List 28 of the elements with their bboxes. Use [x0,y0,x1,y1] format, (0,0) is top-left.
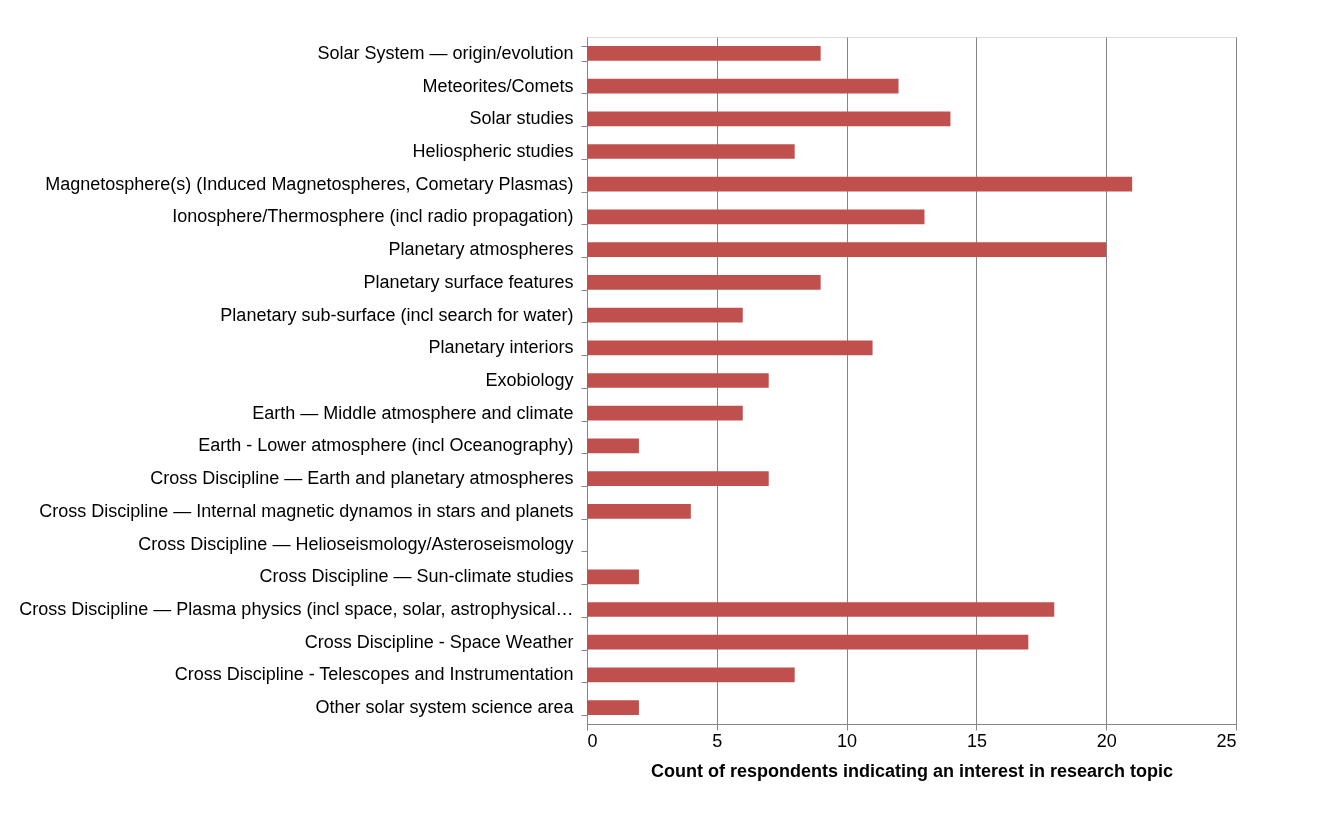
y-tick-label: Planetary interiors [428,337,574,358]
x-tick-label: 25 [1216,730,1237,751]
y-tick-label: Exobiology [485,370,574,390]
x-tick-label: 0 [587,730,598,751]
x-tick-label: 5 [712,730,723,751]
y-tick-label: Solar studies [469,108,574,129]
y-tick-label: Cross Discipline - Space Weather [304,631,574,652]
y-tick-label: Earth — Middle atmosphere and climate [252,402,574,423]
x-tick-label: 20 [1096,730,1117,751]
y-tick-label: Planetary surface features [363,271,574,292]
x-axis-title: Count of respondents indicating an interest in research topic [650,760,1174,781]
y-tick-label: Cross Discipline — Sun-climate studies [259,566,574,587]
y-tick-label: Earth - Lower atmosphere (incl Oceanography) [198,435,574,456]
y-tick-label: Solar System — origin/evolution [317,42,574,63]
x-tick-label: 15 [966,730,987,751]
y-tick-label: Planetary sub-surface (incl search for water) [220,304,574,325]
y-tick-label: Other solar system science area [315,697,575,718]
y-tick-label: Cross Discipline — Earth and planetary atmospheres [150,468,574,489]
y-tick-label: Cross Discipline — Internal magnetic dynamos in stars and planets [39,500,574,521]
y-tick-label: Heliospheric studies [412,141,574,161]
y-tick-label: Ionosphere/Thermosphere (incl radio propagation) [172,206,574,227]
y-tick-label: Cross Discipline — Helioseismology/Asteroseismology [138,533,574,554]
y-tick-label: Magnetosphere(s) (Induced Magnetospheres, Cometary Plasmas) [45,173,574,194]
y-tick-label: Cross Discipline — Plasma physics (incl space, solar, astrophysical… [19,599,574,619]
y-tick-label: Meteorites/Comets [422,75,574,96]
y-tick-label: Planetary atmospheres [388,239,574,260]
y-tick-label: Cross Discipline - Telescopes and Instrumentation [174,664,574,685]
x-tick-label: 10 [837,730,858,751]
